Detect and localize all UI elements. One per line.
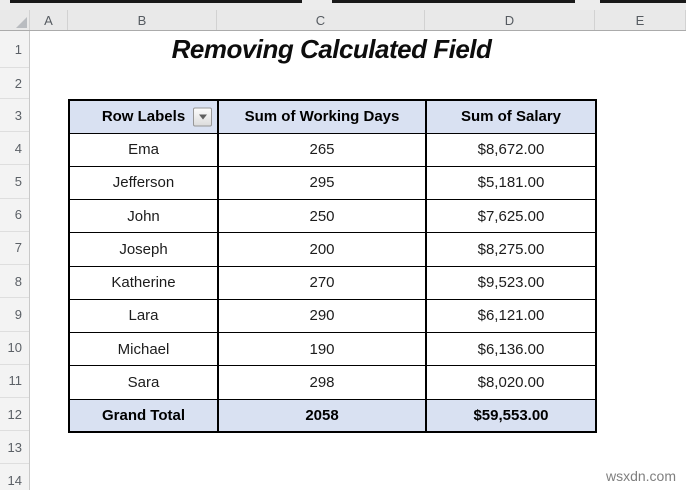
top-border-segment xyxy=(10,0,302,3)
row-header-12[interactable]: 12 xyxy=(0,398,29,431)
pivot-cell-r3-c1[interactable]: 200 xyxy=(217,232,427,267)
pivot-cell-r0-c2[interactable]: $8,672.00 xyxy=(425,132,597,167)
row-header-14[interactable]: 14 xyxy=(0,464,29,490)
pivot-header-row: Row Labels Sum of Working Days Sum of Sala… xyxy=(68,99,597,134)
pivot-table: Row Labels Sum of Working Days Sum of Sala… xyxy=(68,99,597,433)
grand-total-cell-2[interactable]: $59,553.00 xyxy=(425,398,597,433)
row-header-13[interactable]: 13 xyxy=(0,431,29,464)
pivot-cell-r3-c2[interactable]: $8,275.00 xyxy=(425,232,597,267)
pivot-cell-r1-c2[interactable]: $5,181.00 xyxy=(425,165,597,201)
top-border-segment xyxy=(600,0,686,3)
row-header-8[interactable]: 8 xyxy=(0,265,29,299)
pivot-data-row-1: Jefferson 295 $5,181.00 xyxy=(68,165,597,201)
pivot-cell-r4-c2[interactable]: $9,523.00 xyxy=(425,265,597,300)
pivot-data-row-6: Michael 190 $6,136.00 xyxy=(68,331,597,367)
pivot-cell-r4-c0[interactable]: Katherine xyxy=(68,265,219,300)
row-header-9[interactable]: 9 xyxy=(0,298,29,332)
column-header-D[interactable]: D xyxy=(425,10,595,30)
pivot-header-cell-2[interactable]: Sum of Salary xyxy=(425,99,597,134)
row-header-5[interactable]: 5 xyxy=(0,165,29,199)
row-header-column: 1 2 3 4 5 6 7 8 9 10 11 12 13 14 xyxy=(0,31,30,490)
row-header-11[interactable]: 11 xyxy=(0,365,29,398)
pivot-cell-r7-c2[interactable]: $8,020.00 xyxy=(425,365,597,400)
pivot-cell-r4-c1[interactable]: 270 xyxy=(217,265,427,300)
pivot-data-row-5: Lara 290 $6,121.00 xyxy=(68,298,597,334)
pivot-cell-r6-c0[interactable]: Michael xyxy=(68,331,219,367)
row-header-10[interactable]: 10 xyxy=(0,332,29,365)
pivot-data-row-0: Ema 265 $8,672.00 xyxy=(68,132,597,167)
pivot-data-row-4: Katherine 270 $9,523.00 xyxy=(68,265,597,300)
pivot-cell-r2-c1[interactable]: 250 xyxy=(217,198,427,234)
grand-total-cell-0[interactable]: Grand Total xyxy=(68,398,219,433)
filter-dropdown-button[interactable] xyxy=(193,107,212,127)
column-header-A[interactable]: A xyxy=(30,10,68,30)
pivot-table-body: Row Labels Sum of Working Days Sum of Sala… xyxy=(68,99,597,433)
pivot-data-row-2: John 250 $7,625.00 xyxy=(68,198,597,234)
pivot-cell-r1-c0[interactable]: Jefferson xyxy=(68,165,219,201)
pivot-header-cell-0[interactable]: Row Labels xyxy=(68,99,219,134)
row-header-4[interactable]: 4 xyxy=(0,132,29,166)
pivot-cell-r7-c1[interactable]: 298 xyxy=(217,365,427,400)
row-header-1[interactable]: 1 xyxy=(0,31,29,68)
pivot-header-cell-1[interactable]: Sum of Working Days xyxy=(217,99,427,134)
row-header-2[interactable]: 2 xyxy=(0,68,29,99)
pivot-cell-r0-c0[interactable]: Ema xyxy=(68,132,219,167)
top-border-segment xyxy=(332,0,575,3)
pivot-cell-r6-c2[interactable]: $6,136.00 xyxy=(425,331,597,367)
row-header-7[interactable]: 7 xyxy=(0,232,29,265)
select-all-triangle-icon xyxy=(16,17,27,28)
chevron-down-icon xyxy=(198,114,207,120)
pivot-cell-r2-c0[interactable]: John xyxy=(68,198,219,234)
pivot-data-row-7: Sara 298 $8,020.00 xyxy=(68,365,597,400)
row-header-3[interactable]: 3 xyxy=(0,99,29,132)
pivot-cell-r6-c1[interactable]: 190 xyxy=(217,331,427,367)
grand-total-cell-1[interactable]: 2058 xyxy=(217,398,427,433)
pivot-cell-r7-c0[interactable]: Sara xyxy=(68,365,219,400)
pivot-cell-r3-c0[interactable]: Joseph xyxy=(68,232,219,267)
select-all-button[interactable] xyxy=(0,10,30,30)
pivot-cell-r1-c1[interactable]: 295 xyxy=(217,165,427,201)
row-header-6[interactable]: 6 xyxy=(0,199,29,232)
pivot-cell-r5-c0[interactable]: Lara xyxy=(68,298,219,334)
pivot-cell-r0-c1[interactable]: 265 xyxy=(217,132,427,167)
pivot-grand-total-row: Grand Total 2058 $59,553.00 xyxy=(68,398,597,433)
pivot-cell-r2-c2[interactable]: $7,625.00 xyxy=(425,198,597,234)
pivot-cell-r5-c2[interactable]: $6,121.00 xyxy=(425,298,597,334)
column-header-E[interactable]: E xyxy=(595,10,686,30)
pivot-cell-r5-c1[interactable]: 290 xyxy=(217,298,427,334)
pivot-data-row-3: Joseph 200 $8,275.00 xyxy=(68,232,597,267)
sheet-title-cell[interactable]: Removing Calculated Field xyxy=(171,34,492,64)
formula-bar-bottom-strip xyxy=(0,0,686,10)
column-header-C[interactable]: C xyxy=(217,10,425,30)
watermark-text: wsxdn.com xyxy=(605,468,676,484)
column-header-B[interactable]: B xyxy=(68,10,217,30)
